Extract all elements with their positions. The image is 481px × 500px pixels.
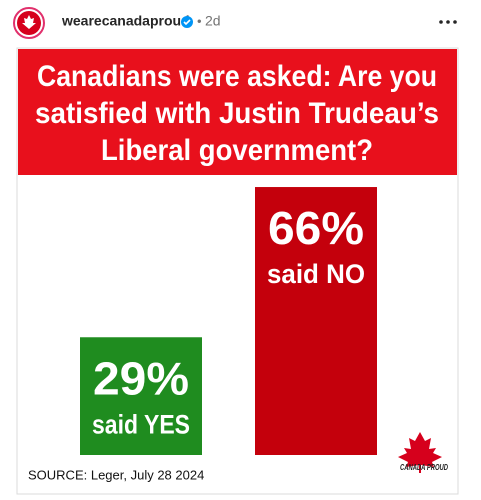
verified-check: [183, 19, 191, 26]
bar-caption: said NO: [267, 259, 365, 289]
title-banner: [18, 49, 457, 175]
dot: [439, 20, 443, 24]
bar: [255, 187, 377, 456]
username[interactable]: wearecanadaproud: [61, 13, 190, 29]
bar-value-label: 29%: [93, 352, 189, 404]
title-line: Liberal government?: [101, 134, 373, 167]
title-line: Canadians were asked: Are you: [37, 60, 437, 93]
title-line: satisfied with Justin Trudeau’s: [35, 97, 439, 130]
avatar-ring[interactable]: [13, 7, 45, 39]
bar-caption: said YES: [92, 409, 190, 439]
bar: [80, 337, 202, 455]
post-time: 2d: [205, 13, 221, 29]
dot: [446, 20, 450, 24]
bar-value-label: 66%: [268, 202, 364, 254]
avatar-leaf: [22, 15, 36, 29]
source: SOURCE: Leger, July 28 2024: [28, 467, 204, 482]
more-options[interactable]: [439, 20, 457, 24]
logo-text: CANADA PROUD: [400, 463, 448, 472]
separator: •: [197, 13, 202, 28]
logo-leaf: [398, 432, 442, 473]
dot: [453, 20, 457, 24]
